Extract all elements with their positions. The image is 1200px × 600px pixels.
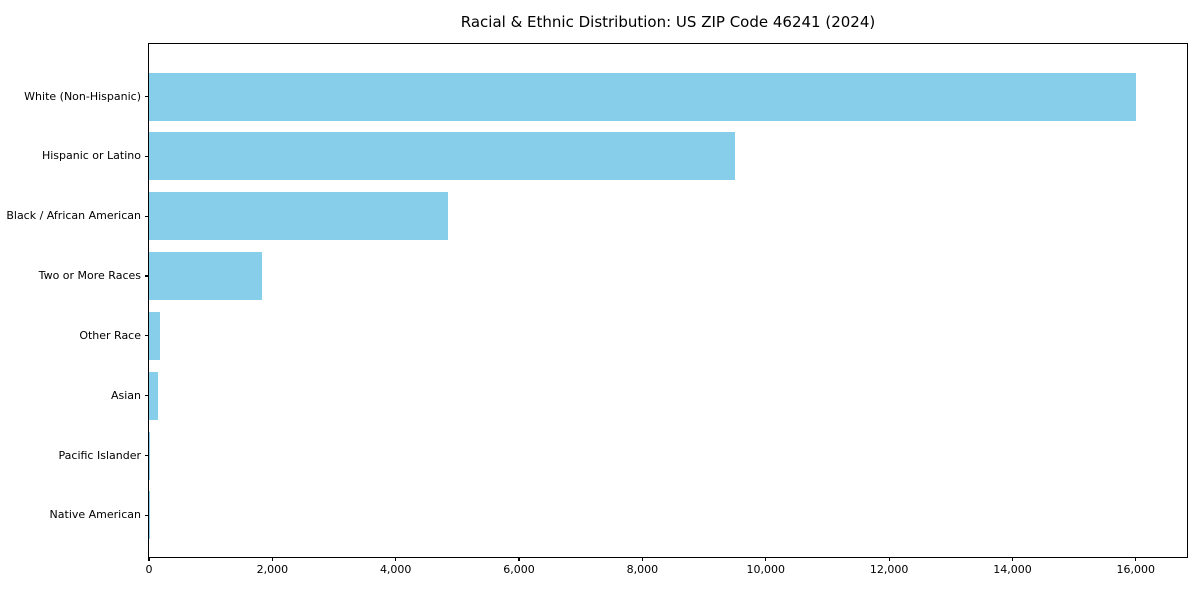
y-axis-tick xyxy=(145,454,149,457)
x-axis-tick xyxy=(271,557,273,561)
chart-title: Racial & Ethnic Distribution: US ZIP Cod… xyxy=(460,13,876,31)
x-axis-tick-label: 16,000 xyxy=(1116,563,1156,576)
x-axis-tick xyxy=(518,557,520,561)
x-axis-tick-label: 14,000 xyxy=(993,563,1032,576)
x-axis-tick-label: 12,000 xyxy=(869,563,909,576)
y-axis-tick xyxy=(145,215,149,217)
bar xyxy=(149,491,150,540)
x-axis-tick-label: 4,000 xyxy=(379,563,412,576)
x-axis-tick-label: 0 xyxy=(145,563,153,576)
y-axis-tick xyxy=(145,155,149,157)
plot-area xyxy=(149,44,1187,557)
x-axis-tick-label: 8,000 xyxy=(626,563,659,576)
bar xyxy=(149,371,159,420)
x-axis-tick xyxy=(888,557,890,561)
x-axis-tick xyxy=(395,557,397,561)
y-axis-tick xyxy=(145,95,149,98)
x-axis-tick xyxy=(641,557,643,561)
x-axis-tick xyxy=(148,557,150,561)
y-axis-label: White (Non-Hispanic) xyxy=(24,89,141,103)
y-axis-label: Pacific Islander xyxy=(58,448,141,462)
y-axis-label: Asian xyxy=(110,388,141,402)
bar xyxy=(149,252,262,301)
bar xyxy=(149,132,735,181)
bar xyxy=(149,431,151,480)
x-axis-tick xyxy=(765,557,767,561)
y-axis-tick xyxy=(145,514,149,516)
bar xyxy=(149,72,1136,121)
y-axis-label: Two or More Races xyxy=(38,269,141,283)
y-axis-tick xyxy=(145,275,149,277)
y-axis-tick xyxy=(145,335,149,337)
x-axis-tick-label: 2,000 xyxy=(256,563,289,576)
y-axis-label: Hispanic or Latino xyxy=(41,149,141,163)
bar xyxy=(149,192,449,241)
x-axis-tick-label: 10,000 xyxy=(746,563,786,576)
x-axis-tick xyxy=(1135,557,1137,561)
bar xyxy=(149,311,160,360)
y-axis-label: Other Race xyxy=(79,328,141,342)
y-axis-tick xyxy=(145,395,149,397)
y-axis-label: Black / African American xyxy=(6,209,141,223)
y-axis-label: Native American xyxy=(49,508,141,522)
x-axis-tick xyxy=(1011,557,1014,561)
x-axis-tick-label: 6,000 xyxy=(503,563,535,576)
